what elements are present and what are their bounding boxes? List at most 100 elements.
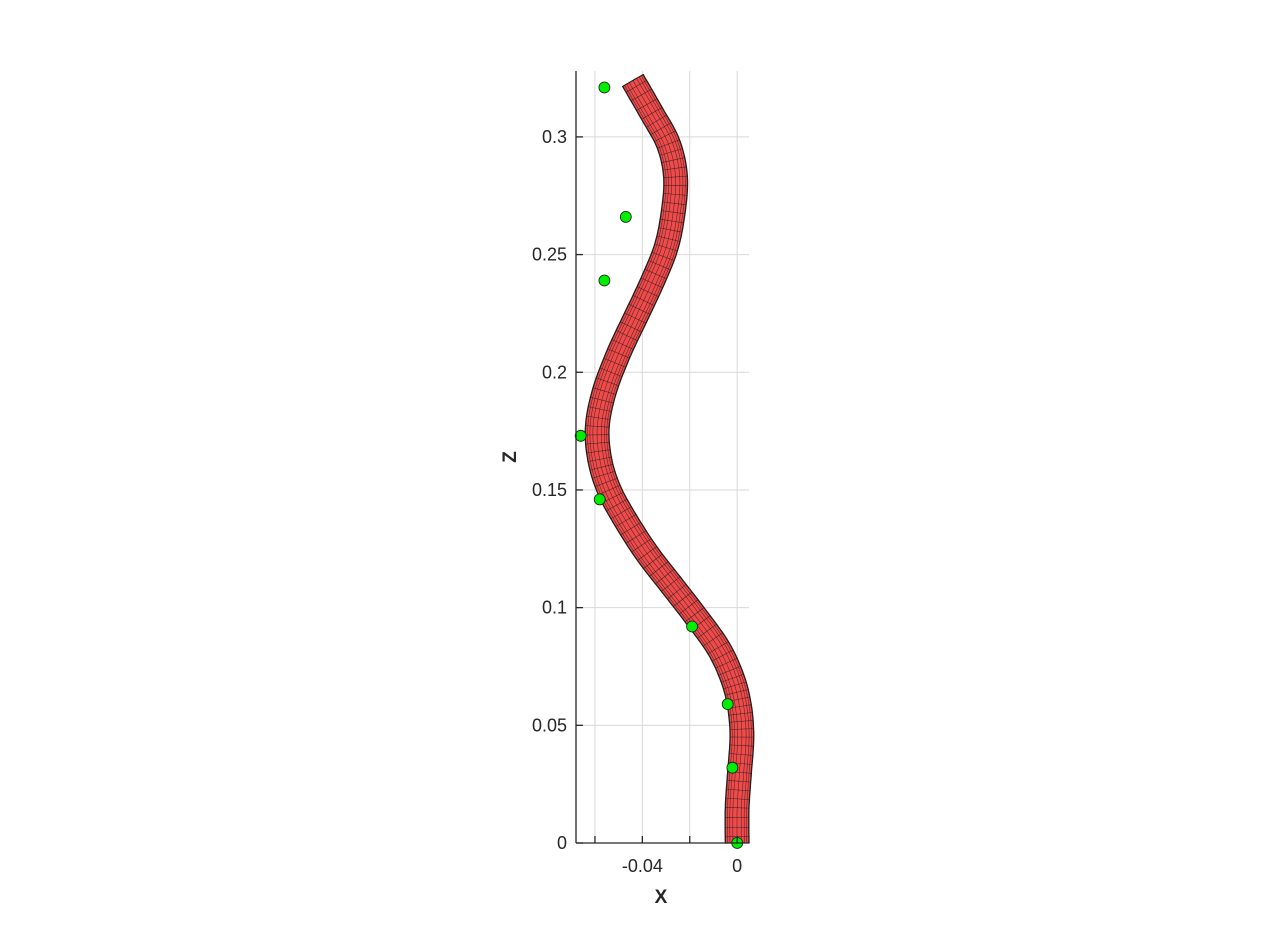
tube-mesh-ring bbox=[656, 235, 681, 242]
tube-mesh-ring bbox=[598, 484, 621, 495]
tube-mesh-ring bbox=[636, 286, 659, 297]
tube-mesh-ring bbox=[715, 658, 738, 669]
marker-point bbox=[598, 81, 611, 94]
marker-point bbox=[686, 620, 698, 633]
tube-mesh-ring bbox=[588, 406, 612, 412]
y-tick-label: 0.1 bbox=[542, 598, 567, 618]
tube-mesh-ring bbox=[726, 788, 751, 792]
tube-mesh-ring bbox=[661, 576, 681, 592]
tube-mesh-ring bbox=[599, 367, 623, 377]
marker-point bbox=[593, 493, 606, 506]
tube-mesh-ring bbox=[586, 415, 611, 420]
tube-mesh-ring bbox=[725, 807, 750, 809]
x-tick-label: -0.04 bbox=[622, 856, 663, 876]
y-tick-label: 0.3 bbox=[542, 127, 567, 147]
tube-mesh-ring bbox=[728, 753, 754, 756]
tube-mesh-ring bbox=[726, 780, 751, 783]
tube-mesh-ring bbox=[657, 139, 680, 149]
tube-mesh-ring bbox=[592, 387, 616, 395]
tube-mesh-ring bbox=[658, 227, 683, 233]
tube-mesh-ring bbox=[624, 312, 647, 324]
tube-mesh-ring bbox=[631, 538, 652, 553]
tube-mesh-ring bbox=[643, 553, 663, 569]
tube-mesh-ring bbox=[661, 210, 686, 215]
axes: -0.04 0 0 0.05 0.1 0.15 0.2 0.25 0.3 bbox=[532, 71, 749, 876]
x-axis-label: X bbox=[655, 887, 668, 908]
tube-mesh-ring bbox=[663, 185, 688, 187]
marker-points bbox=[574, 81, 744, 849]
tube-mesh-ring bbox=[628, 303, 651, 315]
marker-point bbox=[598, 274, 611, 287]
tube-mesh-ring bbox=[725, 797, 750, 800]
tube-mesh-ring bbox=[632, 295, 655, 306]
tube-mesh-ring bbox=[654, 243, 678, 252]
tube-mesh-ring bbox=[659, 218, 684, 224]
tube-mesh-ring bbox=[620, 321, 642, 333]
y-axis-label: Z bbox=[500, 451, 521, 463]
y-tick-label: 0.2 bbox=[542, 362, 567, 382]
tube-mesh-ring bbox=[667, 584, 687, 600]
tube-mesh-ring bbox=[654, 130, 676, 142]
tube-mesh-ring bbox=[662, 166, 687, 171]
tube-mesh-ring bbox=[729, 720, 754, 723]
tube-mesh-ring bbox=[601, 491, 624, 504]
tube-mesh-ring bbox=[611, 339, 634, 350]
tube-mesh-ring bbox=[585, 441, 610, 445]
marker-point bbox=[574, 429, 587, 442]
tube-mesh-ring bbox=[615, 514, 637, 527]
tube-mesh-ring bbox=[723, 681, 747, 690]
tube-mesh-ring bbox=[663, 175, 688, 178]
tube-mesh-ring bbox=[707, 641, 729, 655]
tube-mesh-ring bbox=[702, 632, 723, 647]
tube-mesh-ring bbox=[596, 377, 619, 386]
tube-mesh-ring bbox=[697, 623, 717, 639]
tube-mesh-ring bbox=[625, 80, 647, 93]
tube-mesh-ring bbox=[625, 530, 647, 544]
tube-mesh-ring bbox=[589, 464, 614, 471]
tube-mesh-ring bbox=[663, 193, 688, 196]
tube-mesh-ring bbox=[620, 522, 642, 536]
tube-mesh-ring bbox=[648, 260, 671, 271]
tube-mesh-ring bbox=[644, 268, 667, 280]
tube-mesh-ring bbox=[728, 712, 753, 716]
tube-mesh-ring bbox=[630, 88, 652, 102]
tube-mesh-ring bbox=[729, 728, 754, 730]
tube-mesh-ring bbox=[607, 348, 630, 359]
tube-mesh-ring bbox=[641, 107, 663, 120]
marker-point bbox=[619, 210, 632, 223]
tube-mesh-ring bbox=[650, 122, 672, 135]
tube-mesh-ring bbox=[729, 744, 754, 747]
tube-mesh-ring bbox=[721, 673, 744, 683]
tube-mesh-ring bbox=[637, 546, 658, 561]
tube-mesh-ring bbox=[718, 666, 741, 676]
marker-point bbox=[721, 698, 734, 710]
tube-mesh-ring bbox=[661, 157, 685, 163]
y-tick-label: 0.15 bbox=[532, 480, 567, 500]
tube-mesh-ring bbox=[587, 456, 612, 462]
tube-mesh-ring bbox=[645, 114, 667, 128]
tube-mesh-ring bbox=[659, 148, 683, 156]
tube-mesh-ring bbox=[655, 568, 675, 585]
tube-mesh-ring bbox=[662, 201, 687, 206]
tube-body bbox=[584, 73, 755, 844]
tube-mesh-ring bbox=[615, 330, 638, 342]
tube-mesh-ring bbox=[684, 607, 705, 623]
tube-mesh-ring bbox=[622, 74, 644, 87]
tube-mesh-ring bbox=[590, 396, 614, 404]
tube-mesh-ring bbox=[640, 277, 663, 288]
tube-surface bbox=[584, 73, 755, 844]
tube-mesh-ring bbox=[586, 449, 611, 454]
tube-mesh-ring bbox=[649, 561, 669, 577]
tube-mesh-ring bbox=[678, 599, 699, 615]
tube-mesh-ring bbox=[585, 425, 610, 428]
tube-mesh-ring bbox=[725, 689, 749, 696]
tube-mesh-ring bbox=[711, 649, 734, 662]
tube-mesh-ring bbox=[594, 477, 618, 487]
marker-point bbox=[726, 761, 739, 774]
x-tick-label: 0 bbox=[732, 856, 742, 876]
tube-mesh-ring bbox=[603, 357, 627, 368]
y-tick-label: 0.05 bbox=[532, 715, 567, 735]
tube-mesh-ring bbox=[592, 470, 616, 479]
y-tick-label: 0 bbox=[557, 833, 567, 853]
